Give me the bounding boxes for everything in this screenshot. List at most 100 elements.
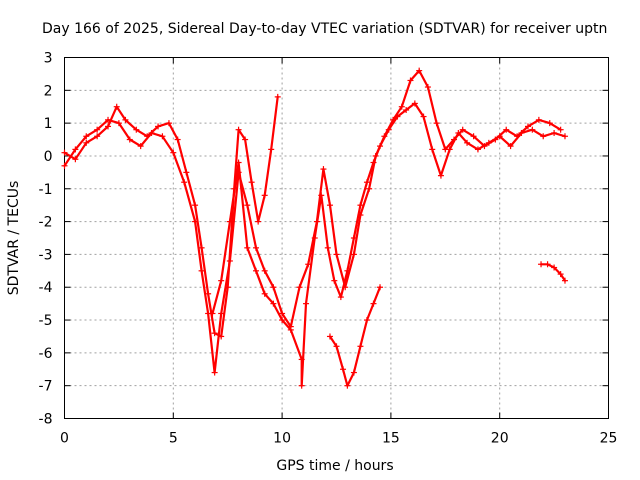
data-point xyxy=(235,126,242,133)
data-point xyxy=(524,123,531,130)
data-point xyxy=(324,244,331,251)
data-point xyxy=(363,317,370,324)
data-point xyxy=(372,152,379,159)
y-tick-label: -3 xyxy=(39,247,53,263)
data-point xyxy=(198,267,205,274)
data-point xyxy=(318,192,325,199)
y-tick-label: -7 xyxy=(39,379,53,395)
data-point xyxy=(198,244,205,251)
data-point xyxy=(492,136,499,143)
data-point xyxy=(268,146,275,153)
y-tick-labels: 3 2 1 0 -1 -2 -3 -4 -5 -6 -7 -8 xyxy=(39,51,53,428)
data-point xyxy=(72,146,79,153)
data-point xyxy=(305,261,312,268)
data-point xyxy=(261,267,268,274)
data-point xyxy=(350,369,357,376)
data-point xyxy=(485,139,492,146)
data-point xyxy=(464,139,471,146)
y-tick-label: -5 xyxy=(39,313,53,329)
data-point xyxy=(133,126,140,133)
y-tick-label: 0 xyxy=(44,149,53,165)
data-point xyxy=(113,103,120,110)
data-point xyxy=(446,146,453,153)
data-point xyxy=(557,126,564,133)
data-point xyxy=(544,261,551,268)
data-point xyxy=(340,366,347,373)
y-tick-label: -8 xyxy=(39,412,53,428)
y-tick-label: -6 xyxy=(39,346,53,362)
data-point xyxy=(416,67,423,74)
data-point xyxy=(557,271,564,278)
data-point xyxy=(218,310,225,317)
data-point xyxy=(242,136,249,143)
data-point xyxy=(424,84,431,91)
data-point xyxy=(115,120,122,127)
axis-ticks xyxy=(64,57,609,419)
data-point xyxy=(218,333,225,340)
data-point xyxy=(363,179,370,186)
data-point xyxy=(165,120,172,127)
data-point xyxy=(235,159,242,166)
y-tick-label: -1 xyxy=(39,182,53,198)
x-tick-label: 5 xyxy=(169,431,178,447)
data-point xyxy=(561,277,568,284)
data-point xyxy=(226,218,233,225)
y-tick-label: -2 xyxy=(39,215,53,231)
data-point xyxy=(398,103,405,110)
grid xyxy=(64,57,609,419)
data-point xyxy=(385,126,392,133)
data-point xyxy=(303,300,310,307)
data-point xyxy=(252,244,259,251)
data-point xyxy=(357,202,364,209)
data-point xyxy=(72,156,79,163)
x-tick-label: 10 xyxy=(273,431,291,447)
data-point xyxy=(514,133,521,140)
data-point xyxy=(205,290,212,297)
data-series xyxy=(63,69,567,387)
data-point xyxy=(357,343,364,350)
data-point xyxy=(350,235,357,241)
data-point xyxy=(333,251,340,258)
data-point xyxy=(370,159,377,166)
data-point xyxy=(279,310,286,317)
data-point xyxy=(377,143,384,150)
data-point xyxy=(144,133,151,140)
data-point xyxy=(331,277,338,284)
data-point xyxy=(170,149,177,156)
data-point xyxy=(551,264,558,271)
data-point xyxy=(244,244,251,251)
y-axis-label: SDTVAR / TECUs xyxy=(6,181,22,296)
y-tick-label: -4 xyxy=(39,280,53,296)
data-point xyxy=(209,310,216,317)
data-point xyxy=(403,107,410,114)
data-point xyxy=(279,317,286,324)
data-point xyxy=(546,120,553,127)
x-tick-label: 0 xyxy=(60,431,69,447)
data-point xyxy=(535,116,542,123)
data-point xyxy=(192,202,199,209)
data-point xyxy=(357,212,364,219)
data-point xyxy=(270,300,277,307)
data-point xyxy=(394,113,401,120)
data-point xyxy=(105,123,112,130)
data-point xyxy=(411,100,418,107)
x-tick-labels: 0 5 10 15 20 25 xyxy=(60,431,617,447)
data-point xyxy=(538,261,545,268)
data-point xyxy=(126,136,133,143)
data-point xyxy=(83,139,90,146)
data-point xyxy=(561,133,568,140)
data-point xyxy=(470,133,477,140)
data-point xyxy=(496,133,503,140)
y-tick-label: 1 xyxy=(44,116,53,132)
data-point xyxy=(551,129,558,136)
data-point xyxy=(370,300,377,307)
data-point xyxy=(261,192,268,199)
data-point xyxy=(296,284,303,291)
data-point xyxy=(181,179,188,186)
data-point xyxy=(326,333,333,340)
data-point xyxy=(540,133,547,140)
x-tick-label: 25 xyxy=(600,431,618,447)
data-point xyxy=(211,330,218,337)
data-point xyxy=(344,267,351,274)
